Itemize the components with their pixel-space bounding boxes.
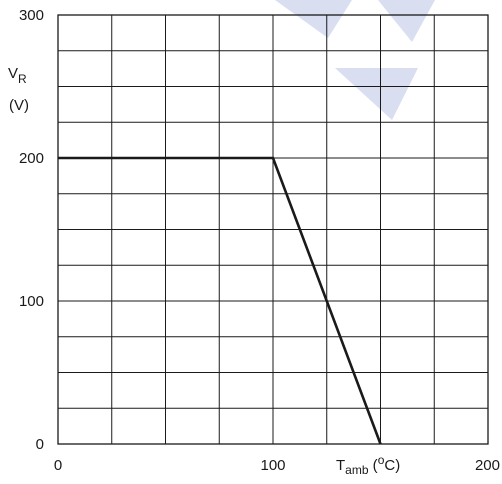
x-axis-label-unit-open: (	[369, 457, 378, 474]
watermark-shape-3	[335, 68, 418, 120]
x-axis-label-sub: amb	[345, 463, 369, 477]
y-tick-label-3: 300	[19, 7, 44, 24]
watermark-logo	[275, 0, 435, 120]
watermark-shape-1	[275, 0, 352, 38]
y-axis-label-sub: R	[18, 72, 27, 86]
x-tick-label-2: 200	[475, 457, 500, 474]
plot-border	[57, 14, 489, 445]
y-tick-label-2: 200	[19, 150, 44, 167]
plot-frame	[57, 14, 489, 445]
series-line	[58, 156, 382, 445]
y-axis-label: VR	[8, 65, 27, 86]
x-tick-label-0: 0	[54, 457, 62, 474]
x-axis-label: Tamb (oC)	[336, 453, 400, 477]
series	[58, 156, 382, 445]
y-tick-label-0: 0	[36, 436, 44, 453]
tick-labels: 0 100 200 300 0 100 200	[19, 7, 500, 474]
x-tick-label-1: 100	[260, 457, 285, 474]
y-tick-label-1: 100	[19, 293, 44, 310]
watermark-shape-2	[378, 0, 435, 42]
y-axis-label-main: V	[8, 65, 18, 82]
grid	[58, 15, 488, 444]
x-axis-label-unit-sup: o	[378, 453, 385, 467]
x-axis-label-main: T	[336, 457, 345, 474]
x-axis-label-unit-close: C)	[384, 457, 400, 474]
y-axis-unit: (V)	[9, 97, 29, 114]
